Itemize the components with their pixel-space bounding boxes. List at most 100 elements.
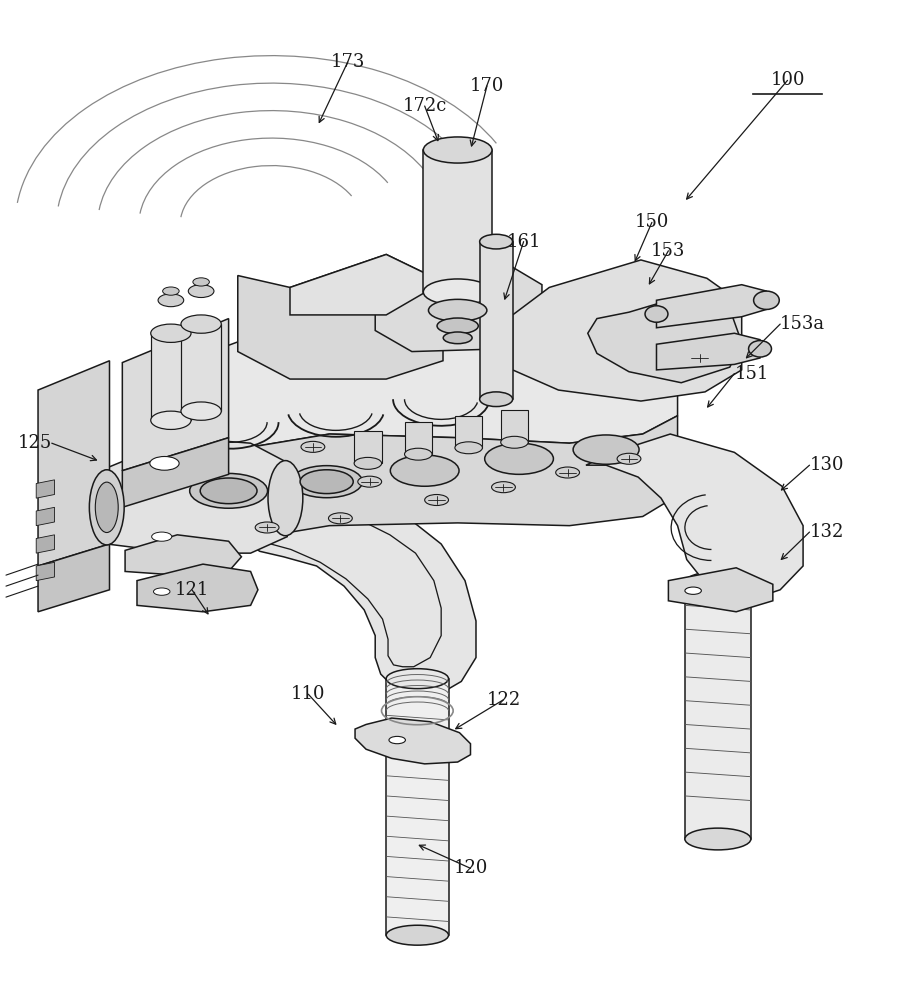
- Ellipse shape: [354, 457, 381, 469]
- Text: 132: 132: [810, 523, 844, 541]
- Polygon shape: [501, 410, 528, 442]
- Polygon shape: [354, 431, 381, 463]
- Polygon shape: [107, 438, 288, 553]
- Ellipse shape: [437, 318, 478, 334]
- Ellipse shape: [404, 448, 432, 460]
- Ellipse shape: [443, 332, 472, 344]
- Polygon shape: [38, 361, 109, 566]
- Ellipse shape: [386, 925, 448, 945]
- Polygon shape: [122, 438, 229, 507]
- Polygon shape: [375, 262, 542, 352]
- Ellipse shape: [163, 287, 179, 295]
- Ellipse shape: [754, 291, 779, 309]
- Ellipse shape: [685, 828, 751, 850]
- Text: 153a: 153a: [780, 315, 825, 333]
- Ellipse shape: [749, 341, 771, 357]
- Ellipse shape: [328, 513, 352, 524]
- Ellipse shape: [425, 495, 448, 505]
- Ellipse shape: [188, 285, 214, 298]
- Text: 172c: 172c: [403, 97, 447, 115]
- Polygon shape: [586, 434, 803, 599]
- Ellipse shape: [151, 324, 191, 342]
- Ellipse shape: [255, 522, 279, 533]
- Text: 150: 150: [635, 213, 669, 231]
- Polygon shape: [290, 254, 443, 315]
- Text: 110: 110: [291, 685, 325, 703]
- Polygon shape: [480, 242, 513, 399]
- Text: 161: 161: [506, 233, 541, 251]
- Ellipse shape: [200, 478, 257, 504]
- Polygon shape: [386, 679, 448, 935]
- Polygon shape: [36, 480, 54, 498]
- Ellipse shape: [193, 278, 210, 286]
- Polygon shape: [513, 260, 742, 401]
- Ellipse shape: [389, 736, 405, 744]
- Ellipse shape: [150, 456, 179, 470]
- Text: 120: 120: [453, 859, 488, 877]
- Ellipse shape: [455, 442, 482, 454]
- Polygon shape: [588, 297, 742, 383]
- Ellipse shape: [268, 461, 303, 536]
- Ellipse shape: [301, 441, 324, 452]
- Polygon shape: [685, 582, 751, 839]
- Text: 121: 121: [175, 581, 210, 599]
- Ellipse shape: [151, 411, 191, 429]
- Polygon shape: [404, 422, 432, 454]
- Ellipse shape: [685, 587, 701, 594]
- Ellipse shape: [189, 473, 267, 508]
- Ellipse shape: [357, 476, 381, 487]
- Text: 125: 125: [17, 434, 51, 452]
- Ellipse shape: [424, 137, 492, 163]
- Text: 170: 170: [470, 77, 505, 95]
- Polygon shape: [162, 416, 677, 544]
- Ellipse shape: [291, 466, 362, 498]
- Polygon shape: [181, 324, 221, 411]
- Ellipse shape: [181, 402, 221, 420]
- Ellipse shape: [573, 435, 639, 464]
- Ellipse shape: [617, 453, 641, 464]
- Ellipse shape: [424, 279, 492, 305]
- Polygon shape: [455, 416, 482, 448]
- Ellipse shape: [152, 532, 172, 541]
- Text: 151: 151: [734, 365, 768, 383]
- Text: 153: 153: [652, 242, 686, 260]
- Polygon shape: [656, 333, 760, 370]
- Polygon shape: [137, 564, 258, 612]
- Text: 100: 100: [770, 71, 805, 89]
- Ellipse shape: [480, 234, 513, 249]
- Polygon shape: [36, 562, 54, 581]
- Ellipse shape: [89, 470, 124, 545]
- Text: 173: 173: [331, 53, 365, 71]
- Polygon shape: [355, 718, 471, 764]
- Text: 122: 122: [486, 691, 520, 709]
- Polygon shape: [38, 544, 109, 612]
- Ellipse shape: [181, 315, 221, 333]
- Polygon shape: [36, 507, 54, 526]
- Ellipse shape: [153, 588, 170, 595]
- Polygon shape: [656, 285, 766, 328]
- Ellipse shape: [685, 572, 751, 593]
- Polygon shape: [668, 568, 773, 612]
- Polygon shape: [36, 535, 54, 553]
- Polygon shape: [238, 254, 443, 379]
- Ellipse shape: [484, 443, 553, 474]
- Polygon shape: [122, 319, 229, 471]
- Polygon shape: [424, 150, 492, 292]
- Polygon shape: [125, 535, 242, 575]
- Ellipse shape: [96, 482, 119, 533]
- Ellipse shape: [687, 352, 711, 363]
- Polygon shape: [162, 315, 677, 452]
- Ellipse shape: [301, 470, 353, 494]
- Ellipse shape: [428, 299, 487, 321]
- Ellipse shape: [556, 467, 580, 478]
- Ellipse shape: [391, 455, 460, 486]
- Ellipse shape: [501, 436, 528, 448]
- Polygon shape: [249, 493, 476, 694]
- Ellipse shape: [645, 306, 668, 322]
- Ellipse shape: [492, 482, 516, 493]
- Text: 130: 130: [810, 456, 844, 474]
- Ellipse shape: [480, 392, 513, 407]
- Polygon shape: [151, 333, 191, 420]
- Ellipse shape: [158, 294, 184, 307]
- Ellipse shape: [386, 669, 448, 689]
